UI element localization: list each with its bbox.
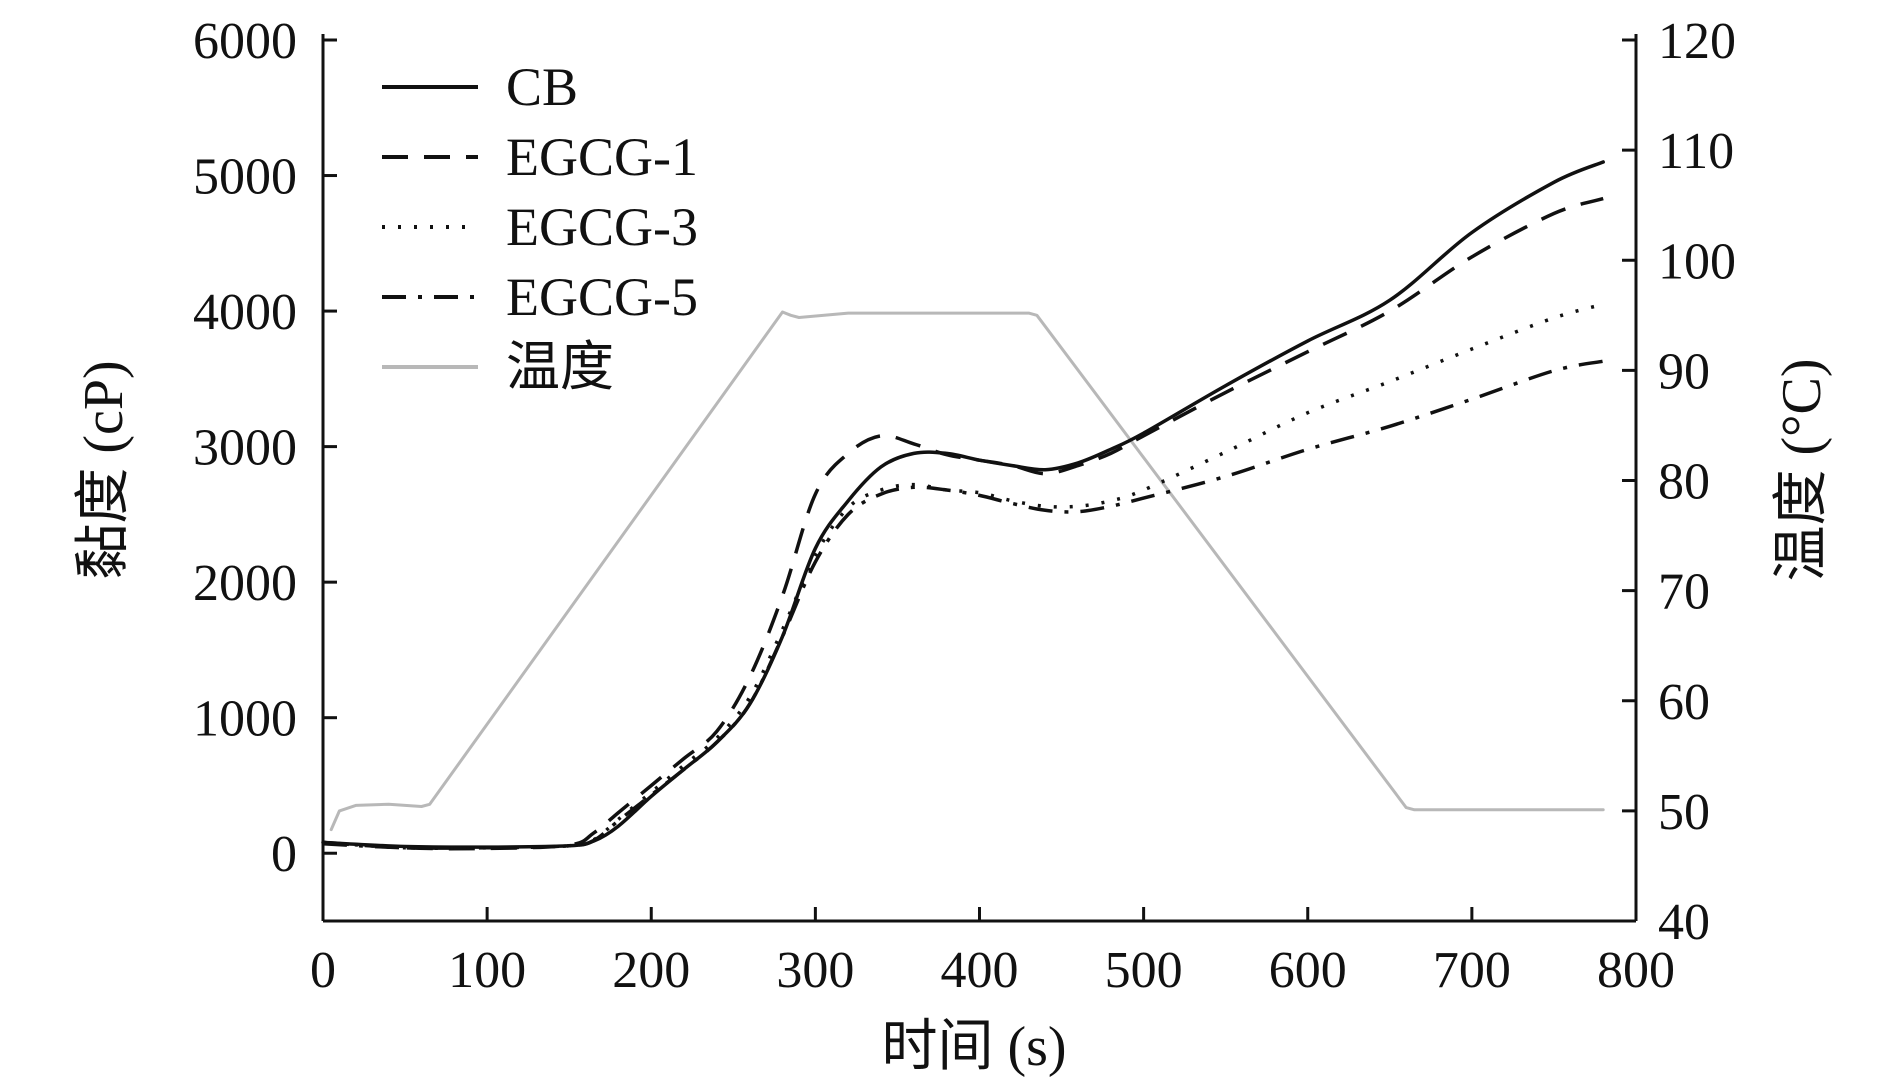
legend-label: CB xyxy=(506,57,578,117)
axes: 0 100 200 300 400 500 600 700 800 0 1000 2000 3000 40… xyxy=(193,13,1736,999)
y-tick-label-right: 70 xyxy=(1658,564,1710,621)
y-tick-label-left: 2000 xyxy=(193,555,297,612)
x-tick-label: 500 xyxy=(1105,942,1183,999)
y-tick-label-left: 3000 xyxy=(193,420,297,477)
legend: CB EGCG-1 EGCG-3 EGCG-5 温度 xyxy=(382,57,698,397)
y-tick-label-right: 90 xyxy=(1658,343,1710,400)
x-tick-label: 200 xyxy=(612,942,690,999)
series-lines xyxy=(321,160,1605,851)
x-tick-label: 100 xyxy=(448,942,526,999)
y-tick-label-left: 0 xyxy=(271,826,297,883)
y-tick-label-left: 4000 xyxy=(193,284,297,341)
series-line xyxy=(321,160,1605,849)
y-tick-label-right: 80 xyxy=(1658,454,1710,511)
x-axis-title: 时间 (s) xyxy=(881,1016,1066,1078)
y-axis-title-left: 黏度 (cP) xyxy=(73,360,135,579)
y-tick-label-right: 50 xyxy=(1658,784,1710,841)
legend-label: EGCG-5 xyxy=(506,267,698,327)
x-tick-label: 0 xyxy=(310,942,336,999)
y-tick-label-left: 5000 xyxy=(193,149,297,206)
legend-label: 温度 xyxy=(506,337,614,397)
y-tick-label-left: 1000 xyxy=(193,691,297,748)
x-tick-label: 400 xyxy=(941,942,1019,999)
x-tick-label: 300 xyxy=(776,942,854,999)
y-tick-label-right: 60 xyxy=(1658,674,1710,731)
y-tick-label-right: 40 xyxy=(1658,894,1710,951)
series-line xyxy=(322,359,1604,850)
y-tick-label-right: 110 xyxy=(1658,123,1734,180)
series-line xyxy=(322,196,1604,851)
legend-label: EGCG-1 xyxy=(506,127,698,187)
x-tick-label: 800 xyxy=(1597,942,1675,999)
y-tick-label-left: 6000 xyxy=(193,13,297,70)
axis-titles: 时间 (s) 黏度 (cP) 温度 (°C) xyxy=(73,358,1833,1078)
y-axis-title-right: 温度 (°C) xyxy=(1771,358,1833,581)
legend-label: EGCG-3 xyxy=(506,197,698,257)
x-tick-label: 700 xyxy=(1433,942,1511,999)
series-line xyxy=(329,310,1605,832)
y-tick-label-right: 100 xyxy=(1658,233,1736,290)
y-tick-label-right: 120 xyxy=(1658,13,1736,70)
x-tick-label: 600 xyxy=(1269,942,1347,999)
